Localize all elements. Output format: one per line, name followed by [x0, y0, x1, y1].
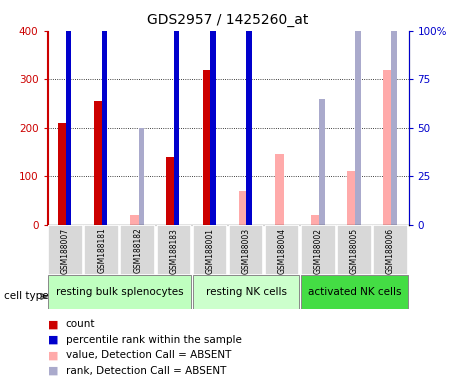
Text: value, Detection Call = ABSENT: value, Detection Call = ABSENT — [66, 350, 231, 360]
Text: percentile rank within the sample: percentile rank within the sample — [66, 335, 241, 345]
Text: ■: ■ — [48, 319, 58, 329]
Bar — [210, 0, 216, 225]
Text: GSM188006: GSM188006 — [386, 228, 395, 274]
Bar — [202, 70, 211, 225]
Text: GSM188003: GSM188003 — [242, 228, 250, 274]
Text: ■: ■ — [48, 350, 58, 360]
Bar — [193, 275, 299, 309]
Bar — [301, 225, 335, 275]
Bar — [58, 123, 67, 225]
Text: GSM188005: GSM188005 — [350, 228, 359, 274]
Bar — [337, 225, 371, 275]
Text: resting bulk splenocytes: resting bulk splenocytes — [56, 287, 183, 297]
Bar — [391, 0, 397, 225]
Text: GDS2957 / 1425260_at: GDS2957 / 1425260_at — [147, 13, 309, 26]
Bar — [275, 154, 284, 225]
Bar — [319, 99, 324, 225]
Text: resting NK cells: resting NK cells — [206, 287, 286, 297]
Text: GSM188183: GSM188183 — [170, 228, 178, 273]
Bar — [48, 275, 191, 309]
Bar — [246, 31, 252, 225]
Text: GSM188181: GSM188181 — [97, 228, 106, 273]
Text: GSM188001: GSM188001 — [206, 228, 214, 274]
Bar — [166, 157, 175, 225]
Text: rank, Detection Call = ABSENT: rank, Detection Call = ABSENT — [66, 366, 226, 376]
Text: GSM188004: GSM188004 — [278, 228, 286, 274]
Bar — [355, 0, 361, 225]
Text: ■: ■ — [48, 366, 58, 376]
Bar — [157, 225, 191, 275]
Bar — [383, 70, 392, 225]
Bar — [85, 225, 119, 275]
Bar — [102, 0, 107, 225]
Bar — [265, 225, 299, 275]
Text: ■: ■ — [48, 335, 58, 345]
Bar — [66, 0, 71, 225]
Text: GSM188002: GSM188002 — [314, 228, 323, 274]
Text: cell type: cell type — [4, 291, 48, 301]
Bar — [193, 225, 227, 275]
Text: count: count — [66, 319, 95, 329]
Bar — [121, 225, 155, 275]
Text: GSM188007: GSM188007 — [61, 228, 70, 274]
Text: activated NK cells: activated NK cells — [308, 287, 401, 297]
Bar — [373, 225, 408, 275]
Text: GSM188182: GSM188182 — [133, 228, 142, 273]
Bar — [301, 275, 408, 309]
Bar — [139, 128, 144, 225]
Bar — [238, 191, 247, 225]
Bar — [347, 171, 356, 225]
Bar — [130, 215, 139, 225]
Bar — [229, 225, 263, 275]
Bar — [48, 225, 83, 275]
Bar — [174, 0, 180, 225]
Bar — [311, 215, 320, 225]
Bar — [94, 101, 103, 225]
